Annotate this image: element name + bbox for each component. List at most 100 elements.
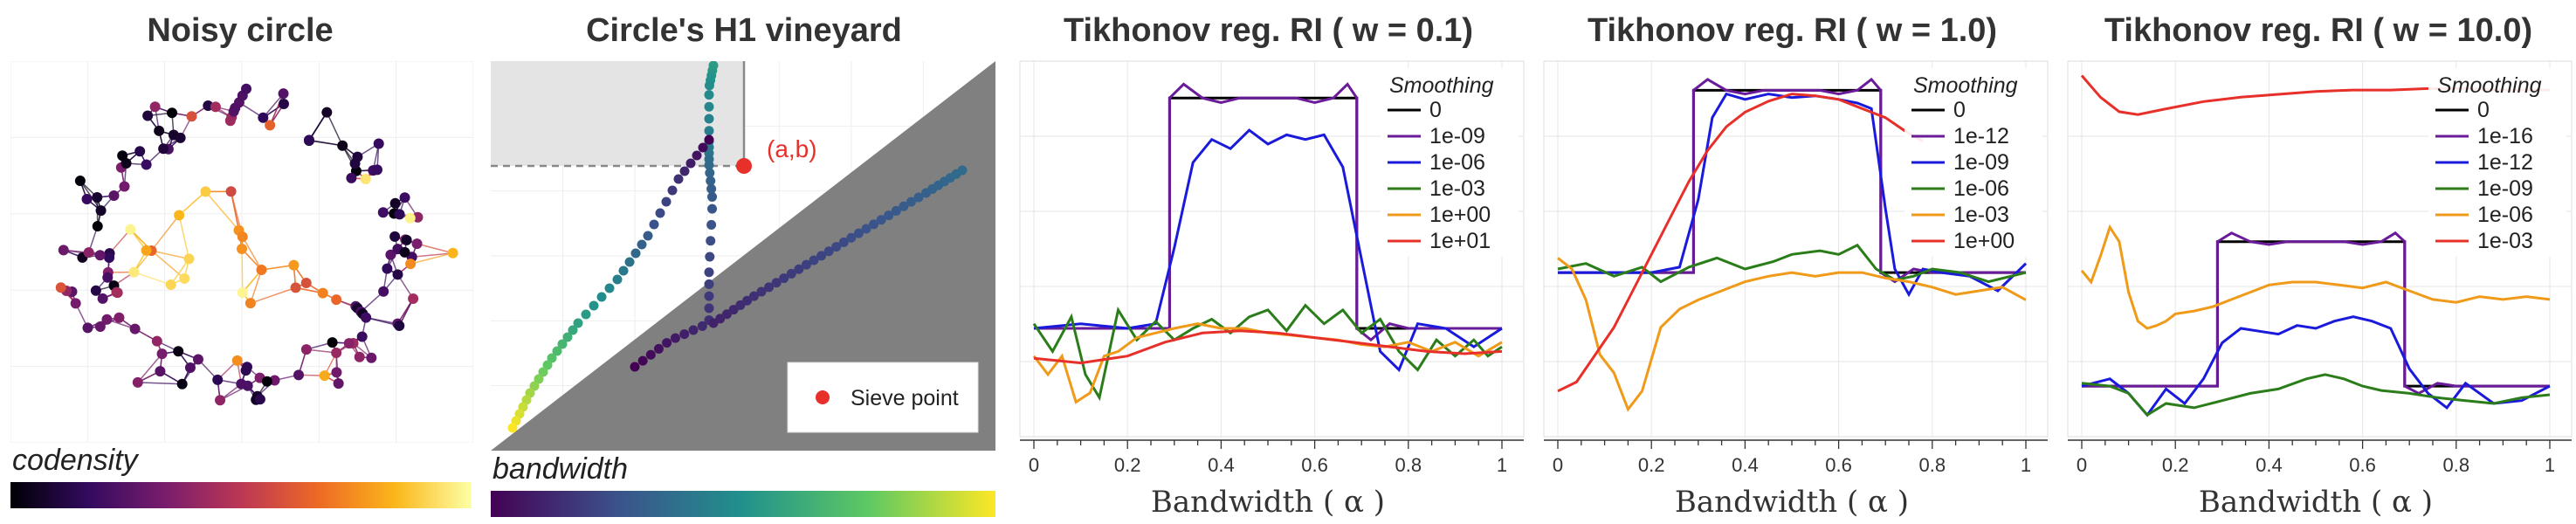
vineyard-point [704, 90, 714, 100]
series-lines [1032, 82, 1503, 404]
data-point [258, 112, 269, 123]
legend-label: 1e-03 [2477, 229, 2533, 253]
sieve-point-legend-label: Sieve point [851, 386, 959, 410]
vineyard-point [507, 423, 518, 433]
vineyard-point [538, 367, 548, 377]
data-point [331, 367, 342, 378]
data-point [317, 287, 328, 299]
vineyard-point [809, 255, 819, 265]
vineyard-point [715, 314, 726, 324]
vineyard-point [705, 168, 715, 178]
x-tick-label: 0.2 [1638, 454, 1665, 476]
data-point [151, 335, 162, 347]
legend-title: Smoothing [1389, 73, 1494, 98]
vineyard-point [653, 343, 664, 354]
data-point [321, 107, 333, 118]
vineyard-point [707, 191, 718, 202]
edge [137, 382, 183, 385]
vineyard-point [906, 196, 916, 207]
data-point [300, 278, 312, 289]
vineyard-point [764, 282, 775, 293]
vineyard-point [662, 338, 672, 348]
data-point [366, 352, 377, 363]
vineyard-point [637, 355, 648, 366]
data-point [212, 374, 224, 385]
vineyard-point [557, 339, 568, 349]
vineyard-point [673, 174, 684, 184]
data-point [82, 322, 93, 334]
edge [250, 286, 296, 304]
vineyard-title: Circle's H1 vineyard [586, 12, 902, 49]
data-point [154, 125, 165, 136]
vineyard-point [704, 101, 714, 112]
noisy-circle-plot [10, 61, 473, 443]
legend-label: 1e-12 [1953, 124, 2009, 148]
vineyard-point [573, 318, 583, 328]
codensity-label: codensity [12, 444, 138, 477]
vineyard-point [704, 134, 714, 145]
noisy-circle-title: Noisy circle [147, 12, 334, 49]
x-tick-label: 0.2 [2162, 454, 2189, 476]
data-point [92, 221, 103, 232]
data-point [411, 238, 423, 250]
legend-label: 0 [2477, 98, 2490, 122]
series-line-2 [1034, 82, 1502, 342]
vineyard-point [529, 381, 540, 391]
data-point [184, 362, 196, 373]
x-axis-label: Bandwidth ( α ) [2199, 485, 2433, 520]
vineyard-point [846, 232, 857, 243]
data-point [293, 369, 305, 381]
data-point [237, 231, 248, 243]
vineyard-point [884, 210, 894, 221]
data-point [114, 312, 125, 323]
data-point [173, 346, 184, 357]
vineyard-point [706, 236, 716, 246]
codensity-colorbar [10, 482, 472, 508]
data-point [392, 269, 403, 280]
data-point [119, 181, 130, 192]
vineyard-point [816, 251, 827, 261]
vineyard-point [655, 208, 665, 218]
data-point [337, 140, 348, 151]
data-point [155, 366, 166, 377]
edge [308, 139, 343, 147]
vineyard-point [913, 192, 924, 203]
vineyard-point [708, 318, 719, 328]
data-point [265, 120, 276, 131]
x-axis-label: Bandwidth ( α ) [1675, 485, 1909, 520]
legend-label: 0 [1953, 98, 1966, 122]
edge [178, 215, 190, 259]
edge [151, 250, 189, 260]
x-tick-label: 0 [1029, 454, 1039, 476]
vineyard-point [706, 183, 717, 194]
vineyard-point [542, 360, 553, 370]
data-point [240, 83, 251, 94]
x-axis-label: Bandwidth ( α ) [1151, 485, 1385, 520]
vineyard-point [630, 362, 640, 372]
vineyard-point [643, 231, 653, 241]
data-point [349, 158, 361, 169]
data-point [401, 234, 412, 245]
x-tick-label: 0.4 [2256, 454, 2283, 476]
vineyard-point [618, 265, 629, 276]
data-point [186, 111, 197, 122]
x-tick-label: 0.2 [1114, 454, 1141, 476]
edge [204, 190, 240, 231]
data-point [278, 99, 289, 110]
vineyard-point [861, 224, 871, 234]
data-point [389, 231, 401, 242]
legend-label: 1e-06 [1953, 176, 2009, 201]
data-point [125, 224, 136, 235]
vineyard-point [704, 303, 714, 314]
vineyard-point [679, 329, 690, 340]
legend-label: 1e-09 [1429, 124, 1485, 148]
data-point [372, 164, 383, 176]
x-tick-label: 1 [1497, 454, 1507, 476]
edge [308, 112, 327, 141]
series-line-4 [1557, 243, 2027, 284]
data-point [240, 365, 251, 376]
